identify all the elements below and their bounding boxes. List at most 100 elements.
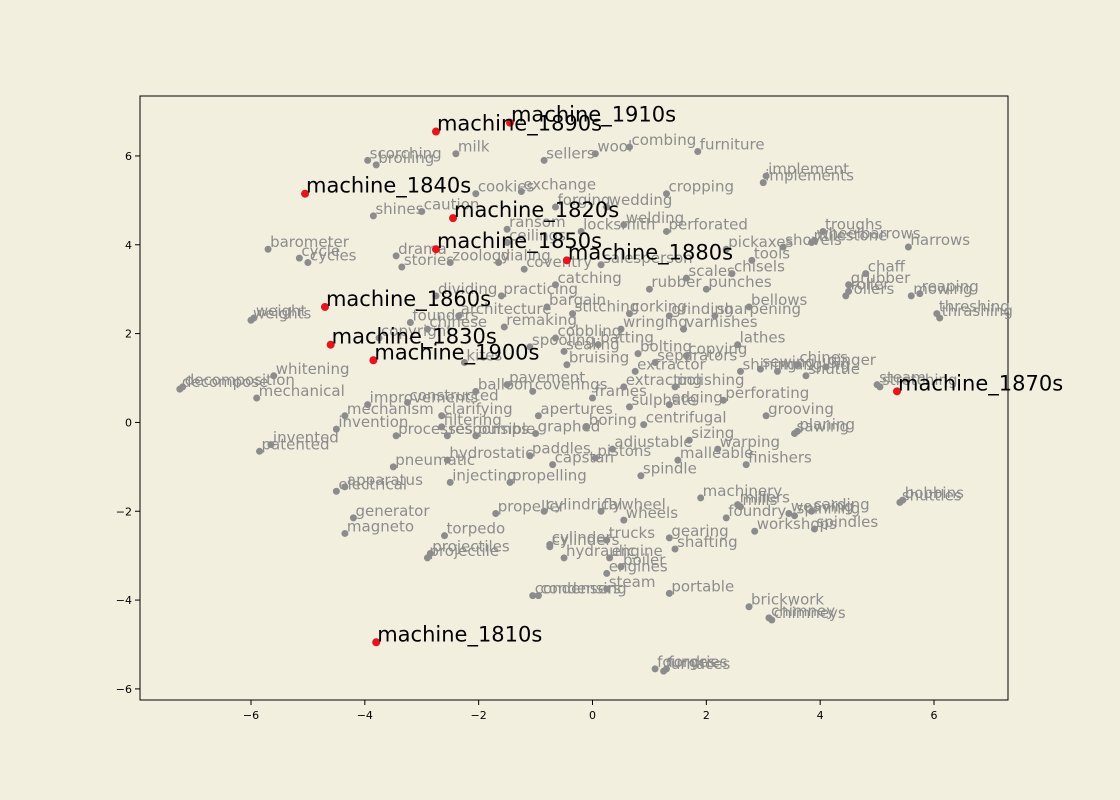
word-label: bargain <box>549 291 606 309</box>
machine-point <box>326 340 335 349</box>
word-point <box>651 665 659 673</box>
word-point <box>822 363 830 371</box>
word-point <box>552 203 560 211</box>
word-label: extractor <box>637 355 706 373</box>
word-label: architecture <box>461 300 552 318</box>
word-point <box>734 341 742 349</box>
word-label: chinese <box>429 313 487 331</box>
word-label: bobbins <box>905 484 964 502</box>
machine-point <box>505 118 514 127</box>
word-point <box>603 203 611 211</box>
word-point <box>503 381 511 389</box>
word-point <box>520 265 528 273</box>
word-point <box>810 525 818 533</box>
machine-label: machine_1840s <box>306 174 471 199</box>
word-point <box>936 314 944 322</box>
word-label: engine <box>612 542 663 560</box>
word-point <box>719 396 727 404</box>
word-point <box>423 554 431 562</box>
word-point <box>651 358 659 366</box>
machine-point <box>431 127 440 136</box>
word-label: improvements <box>370 389 479 407</box>
word-label: processes <box>398 420 473 438</box>
word-point <box>452 150 460 158</box>
word-point <box>406 319 414 326</box>
word-label: generator <box>355 502 430 520</box>
word-label: salesperson <box>603 249 693 267</box>
word-label: hydraulic <box>566 542 635 560</box>
word-point <box>532 430 540 438</box>
word-point <box>526 343 534 351</box>
word-point <box>534 592 542 600</box>
word-label: gearing <box>671 522 728 540</box>
word-label: frames <box>594 382 646 400</box>
word-point <box>665 589 673 597</box>
word-label: cropping <box>668 178 734 196</box>
word-point <box>736 367 744 375</box>
word-point <box>529 592 537 600</box>
word-label: stories <box>404 251 454 269</box>
word-label: implements <box>765 167 854 185</box>
word-point <box>332 425 340 433</box>
word-point <box>637 472 645 480</box>
word-label: spinning <box>797 500 861 518</box>
word-point <box>631 367 639 375</box>
word-label: grubber <box>851 269 911 287</box>
word-label: centrifugal <box>646 409 727 427</box>
word-point <box>392 252 400 260</box>
word-point <box>662 227 670 235</box>
word-label: wringing <box>623 313 688 331</box>
word-point <box>560 347 568 355</box>
word-label: milk <box>458 138 490 156</box>
word-point <box>577 227 585 235</box>
word-label: spindle <box>643 460 697 478</box>
word-label: flywheel <box>603 495 666 513</box>
word-point <box>443 432 451 440</box>
word-label: batting <box>600 329 654 347</box>
word-label: shuttle <box>808 360 860 378</box>
word-label: clarifying <box>444 400 513 418</box>
word-label: drama <box>398 240 447 258</box>
word-label: mechanism <box>347 400 434 418</box>
word-point <box>349 514 357 522</box>
word-label: zoology <box>452 247 510 265</box>
word-point <box>748 256 756 264</box>
word-label: pavement <box>509 369 585 387</box>
word-point <box>603 536 611 544</box>
word-label: wheelbarrows <box>816 224 920 242</box>
word-label: perforating <box>725 384 809 402</box>
word-label: trucks <box>609 524 655 542</box>
word-label: lathes <box>740 329 786 347</box>
word-label: adjustable <box>614 433 692 451</box>
word-label: weights <box>253 304 312 322</box>
word-label: practicing <box>503 280 578 298</box>
word-point <box>808 239 816 247</box>
word-label: thrashing <box>942 302 1013 320</box>
word-point <box>372 161 380 169</box>
word-point <box>392 432 400 440</box>
word-point <box>423 325 431 333</box>
word-point <box>597 261 605 269</box>
word-label: scales <box>688 262 735 280</box>
word-label: milestone <box>814 227 888 245</box>
word-label: constructed <box>410 386 499 404</box>
word-label: electrical <box>338 475 407 493</box>
word-label: perforated <box>668 215 747 233</box>
word-label: torpedo <box>447 520 506 538</box>
word-label: cobbling <box>558 322 622 340</box>
word-point <box>842 292 850 300</box>
word-label: separators <box>657 346 737 364</box>
word-point <box>620 516 628 524</box>
word-label: hydrostatic <box>449 444 533 462</box>
x-tick-label: 2 <box>703 709 710 722</box>
word-point <box>625 310 633 318</box>
word-point <box>793 361 801 369</box>
word-label: shafting <box>677 533 738 551</box>
word-point <box>472 387 480 395</box>
machine-label: machine_1810s <box>377 622 542 647</box>
word-point <box>503 239 511 247</box>
word-point <box>762 172 770 180</box>
machine-label: machine_1890s <box>437 112 602 137</box>
word-label: graphed <box>538 418 601 436</box>
word-point <box>845 281 853 289</box>
